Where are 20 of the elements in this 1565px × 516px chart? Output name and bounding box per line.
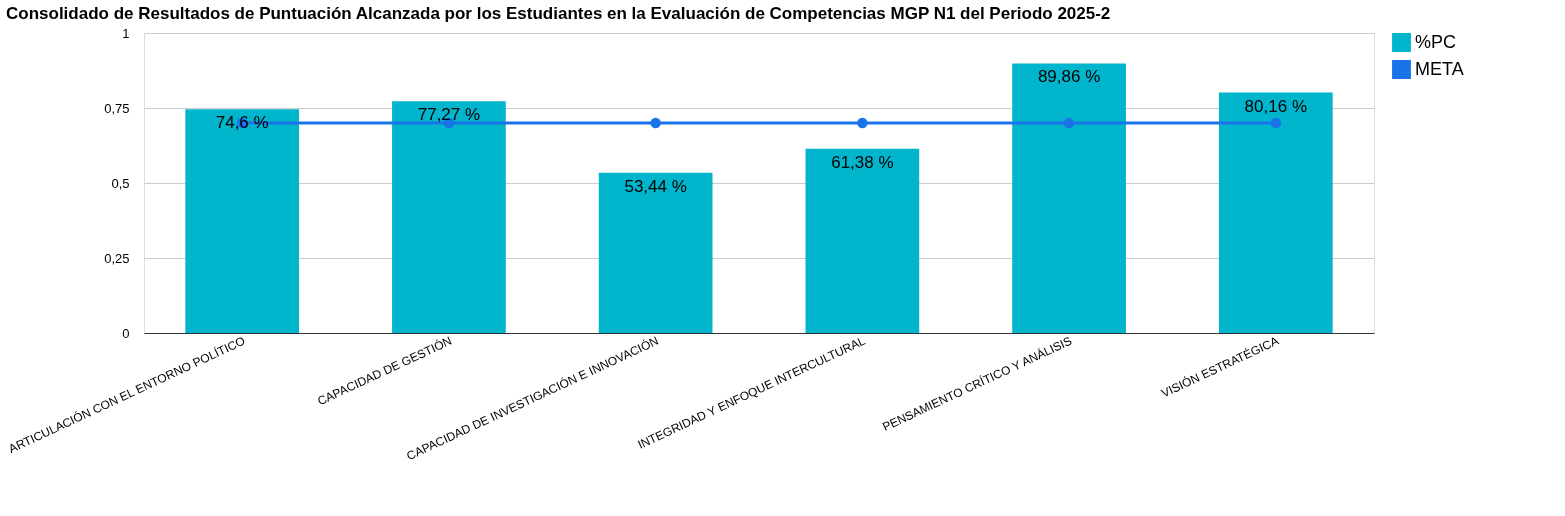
bar [805, 148, 920, 333]
legend-label: META [1415, 58, 1464, 79]
bar [185, 109, 300, 333]
data-label: 74,6 % [215, 113, 269, 133]
data-label: 77,27 % [417, 105, 481, 125]
bar [1012, 63, 1126, 333]
chart-title: Consolidado de Resultados de Puntuación Alcanzada por los Estudiantes en la Evaluación de Competencias MGP N1 del Periodo 2025-2 [5, 4, 1111, 23]
data-label: 61,38 % [831, 152, 894, 172]
data-label: 53,44 % [624, 176, 687, 196]
bar [392, 101, 506, 333]
legend-label: %PC [1415, 31, 1457, 52]
data-label: 80,16 % [1244, 96, 1307, 116]
bar [1218, 92, 1333, 333]
bar [598, 172, 713, 333]
y-tick-label: 0,75 [104, 100, 130, 116]
y-tick-label: 1 [122, 25, 130, 41]
y-tick-label: 0,25 [104, 250, 130, 266]
data-label: 89,86 % [1037, 67, 1101, 87]
y-tick-label: 0,5 [111, 175, 130, 191]
y-tick-label: 0 [122, 325, 130, 341]
